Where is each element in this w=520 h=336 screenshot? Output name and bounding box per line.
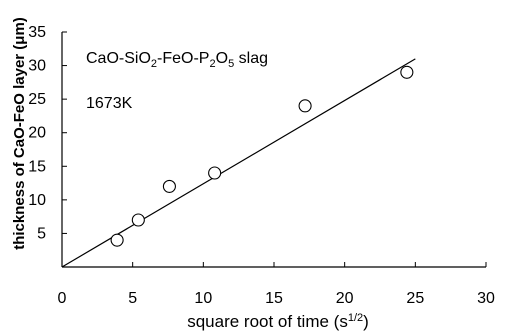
data-point <box>298 99 312 113</box>
y-axis-title: thickness of CaO-FeO layer (μm) <box>11 17 28 250</box>
annotation-subscript: 2 <box>151 58 157 70</box>
data-point <box>131 213 145 227</box>
x-tick-label: 5 <box>128 290 137 307</box>
x-axis-title-superscript: 1/2 <box>348 312 363 324</box>
x-axis-title-part: ) <box>363 312 369 331</box>
y-tick-label: 5 <box>37 225 46 242</box>
x-tick-label: 15 <box>265 290 283 307</box>
x-tick-label: 10 <box>194 290 212 307</box>
x-axis-title: square root of time (s1/2) <box>187 312 369 331</box>
y-tick-label: 15 <box>28 158 46 175</box>
x-tick-label: 0 <box>58 290 67 307</box>
annotation-slag: CaO-SiO2-FeO-P2O5 slag <box>86 50 268 70</box>
y-tick-label: 30 <box>28 58 46 75</box>
data-point <box>208 166 222 180</box>
annotation-subscript: 2 <box>209 58 215 70</box>
data-point <box>162 179 176 193</box>
x-axis-title-part: square root of time (s <box>187 312 348 331</box>
x-tick-label: 25 <box>406 290 424 307</box>
y-tick-label: 20 <box>28 125 46 142</box>
data-point <box>400 65 414 79</box>
x-tick-label: 20 <box>336 290 354 307</box>
data-point <box>110 233 124 247</box>
annotation-part: CaO-SiO <box>86 50 151 67</box>
annotation-temperature: 1673K <box>86 95 133 112</box>
annotation-subscript: 5 <box>228 58 234 70</box>
annotation-part: slag <box>234 50 268 67</box>
annotation-part: -FeO-P <box>157 50 209 67</box>
y-tick-label: 10 <box>28 192 46 209</box>
fit-line <box>61 58 416 268</box>
y-tick-label: 35 <box>28 24 46 41</box>
y-tick-label: 25 <box>28 91 46 108</box>
annotation-part: O <box>216 50 228 67</box>
x-tick-label: 30 <box>477 290 495 307</box>
